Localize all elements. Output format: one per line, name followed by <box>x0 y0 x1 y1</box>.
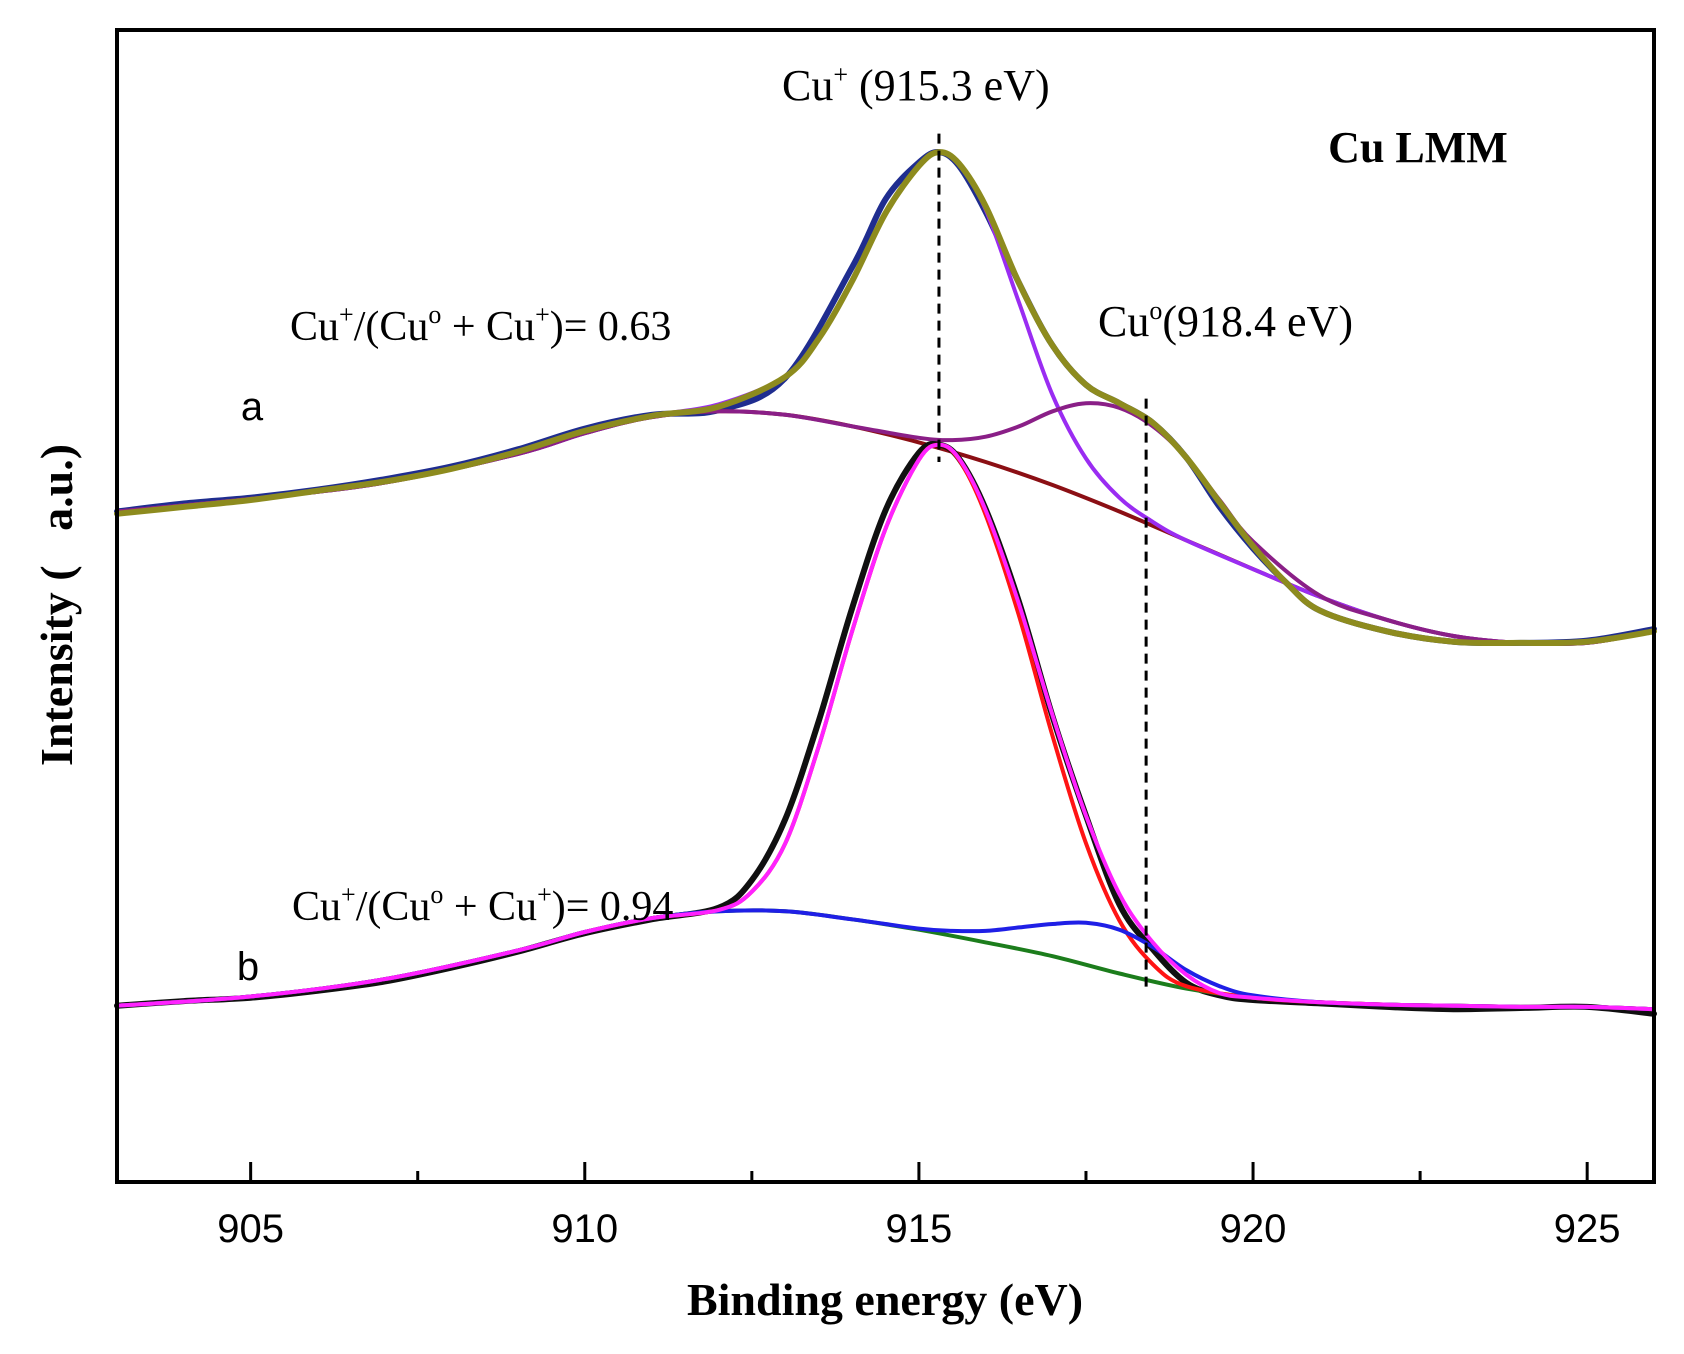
chart-title: Cu LMM <box>1328 123 1508 172</box>
x-axis-ticks: 905 910 915 920 925 <box>217 1162 1621 1251</box>
x-tick-label: 925 <box>1554 1207 1621 1251</box>
panel-a-envelope-line <box>114 149 1657 647</box>
plot-frame <box>115 28 1656 1184</box>
panel-b-ratio-annotation: Cu+/(Cuo + Cu+)= 0.94 <box>292 880 673 930</box>
x-tick-label: 905 <box>217 1207 284 1251</box>
panel-b-envelope-line <box>115 442 1656 1012</box>
y-axis-label: Intensity ( a.u.) <box>31 444 82 766</box>
x-tick-label: 910 <box>551 1207 618 1251</box>
x-tick-label: 915 <box>886 1207 953 1251</box>
reference-lines <box>937 133 1148 992</box>
x-axis-label: Binding energy (eV) <box>687 1274 1083 1325</box>
cu-plus-peak-annotation: Cu+ (915.3 eV) <box>782 60 1050 110</box>
x-tick-label: 920 <box>1220 1207 1287 1251</box>
panel-b-label: b <box>237 945 259 989</box>
series-layer <box>114 149 1657 1017</box>
cu-zero-peak-annotation: Cuo(918.4 eV) <box>1098 296 1353 346</box>
panel-a-label: a <box>241 385 264 429</box>
panel-a-ratio-annotation: Cu+/(Cuo + Cu+)= 0.63 <box>290 300 671 350</box>
